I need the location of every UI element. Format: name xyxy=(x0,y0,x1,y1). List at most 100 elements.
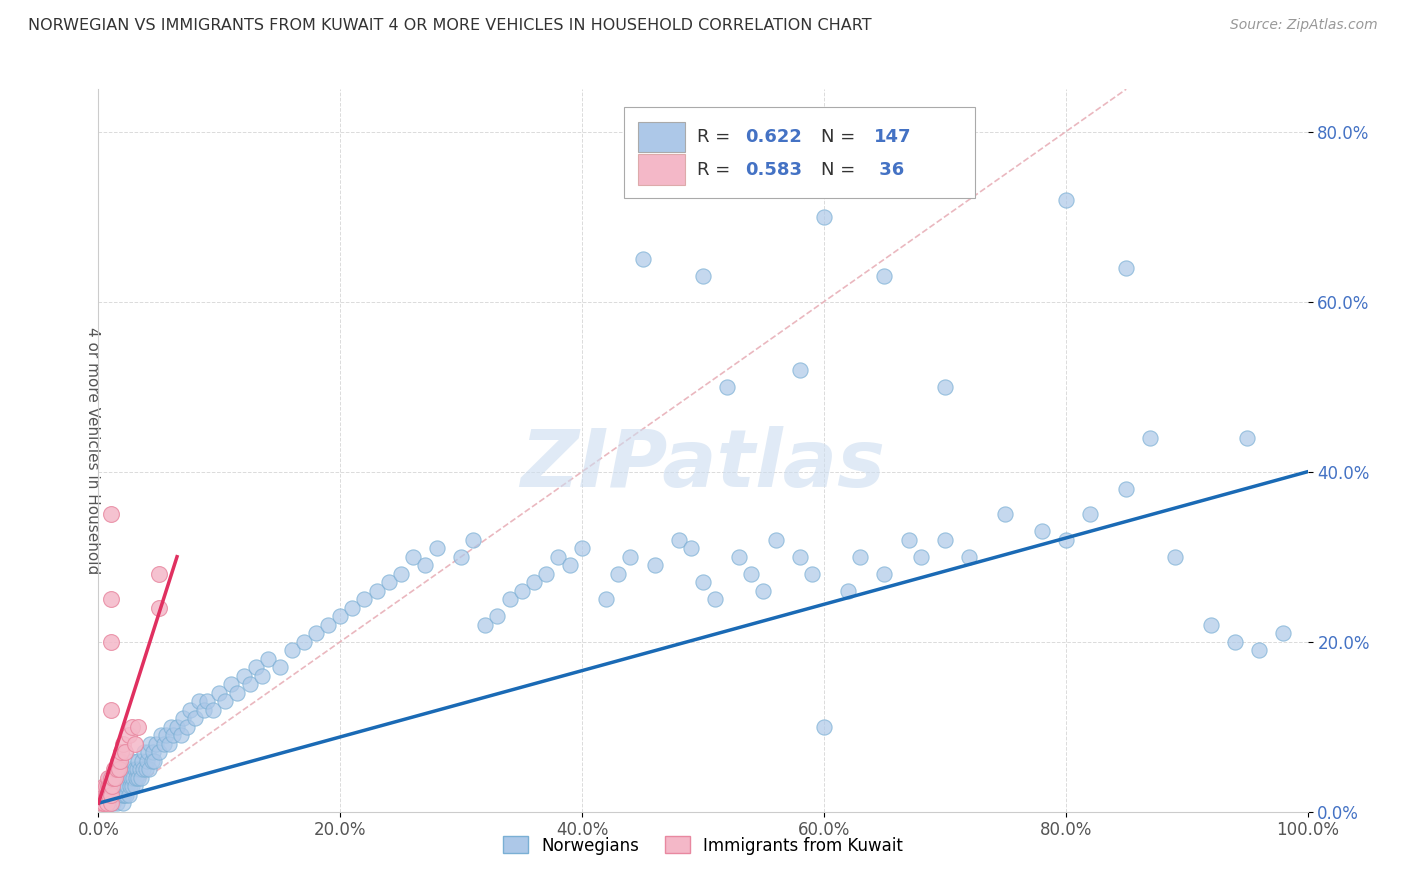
Point xyxy=(176,720,198,734)
Point xyxy=(813,720,835,734)
Point xyxy=(837,583,859,598)
Point xyxy=(104,788,127,802)
Point xyxy=(172,711,194,725)
Point xyxy=(226,686,249,700)
Point xyxy=(668,533,690,547)
Point xyxy=(96,796,118,810)
Point xyxy=(131,754,153,768)
Point xyxy=(232,669,254,683)
Point xyxy=(214,694,236,708)
Point xyxy=(104,771,127,785)
Point xyxy=(100,779,122,793)
Point xyxy=(389,566,412,581)
Text: N =: N = xyxy=(821,161,862,179)
Point xyxy=(91,796,114,810)
Point xyxy=(179,703,201,717)
Point xyxy=(474,617,496,632)
Point xyxy=(305,626,328,640)
Point xyxy=(110,779,132,793)
Point xyxy=(256,651,278,665)
Point xyxy=(765,533,787,547)
Point xyxy=(1249,643,1271,657)
Text: 0.583: 0.583 xyxy=(745,161,803,179)
Point xyxy=(124,737,146,751)
Point xyxy=(250,669,273,683)
Point xyxy=(547,549,569,564)
Point xyxy=(269,660,291,674)
Point xyxy=(97,779,120,793)
Point xyxy=(98,779,121,793)
Point xyxy=(195,694,218,708)
Point xyxy=(644,558,666,573)
Point xyxy=(118,771,141,785)
Point xyxy=(93,788,115,802)
Point xyxy=(108,762,131,776)
Point xyxy=(94,779,117,793)
Point xyxy=(450,549,472,564)
Point xyxy=(150,728,173,742)
Point xyxy=(100,507,122,521)
FancyBboxPatch shape xyxy=(638,154,685,185)
FancyBboxPatch shape xyxy=(624,107,976,198)
Point xyxy=(728,549,751,564)
Point xyxy=(100,788,122,802)
Point xyxy=(934,380,956,394)
Point xyxy=(957,549,980,564)
Point xyxy=(510,583,533,598)
Point xyxy=(160,720,183,734)
Point xyxy=(155,728,177,742)
Point xyxy=(873,566,896,581)
Point xyxy=(108,762,131,776)
Point xyxy=(679,541,702,556)
Point xyxy=(105,796,128,810)
Point xyxy=(103,779,125,793)
Point xyxy=(100,796,122,810)
Point xyxy=(110,745,132,759)
Point xyxy=(124,762,146,776)
Point xyxy=(122,771,145,785)
Point xyxy=(112,788,135,802)
Point xyxy=(498,592,520,607)
Point xyxy=(104,779,127,793)
Point xyxy=(281,643,304,657)
Point xyxy=(115,771,138,785)
Point xyxy=(120,771,142,785)
Point xyxy=(1199,617,1222,632)
Point xyxy=(486,609,509,624)
Point xyxy=(128,762,150,776)
Point xyxy=(141,754,163,768)
Point xyxy=(152,737,174,751)
Point xyxy=(98,771,121,785)
Point xyxy=(631,252,654,267)
Point xyxy=(162,728,184,742)
Point xyxy=(789,549,811,564)
Point xyxy=(111,779,134,793)
Point xyxy=(111,737,134,751)
Point xyxy=(607,566,630,581)
Point xyxy=(96,779,118,793)
Point xyxy=(157,737,180,751)
Point xyxy=(1115,260,1137,275)
Point xyxy=(91,788,114,802)
Point xyxy=(111,788,134,802)
Point xyxy=(129,771,152,785)
Point xyxy=(534,566,557,581)
Point xyxy=(994,507,1017,521)
Point xyxy=(366,583,388,598)
Point xyxy=(1223,634,1246,648)
Point xyxy=(135,754,157,768)
Point xyxy=(292,634,315,648)
Point xyxy=(93,779,115,793)
Point xyxy=(139,737,162,751)
Point xyxy=(193,703,215,717)
Point xyxy=(114,762,136,776)
Point xyxy=(100,592,122,607)
Point xyxy=(125,771,148,785)
Point xyxy=(523,575,546,590)
Point xyxy=(100,796,122,810)
Point xyxy=(1054,193,1077,207)
Point xyxy=(558,558,581,573)
Point xyxy=(103,762,125,776)
Point xyxy=(813,210,835,224)
Point xyxy=(221,677,243,691)
